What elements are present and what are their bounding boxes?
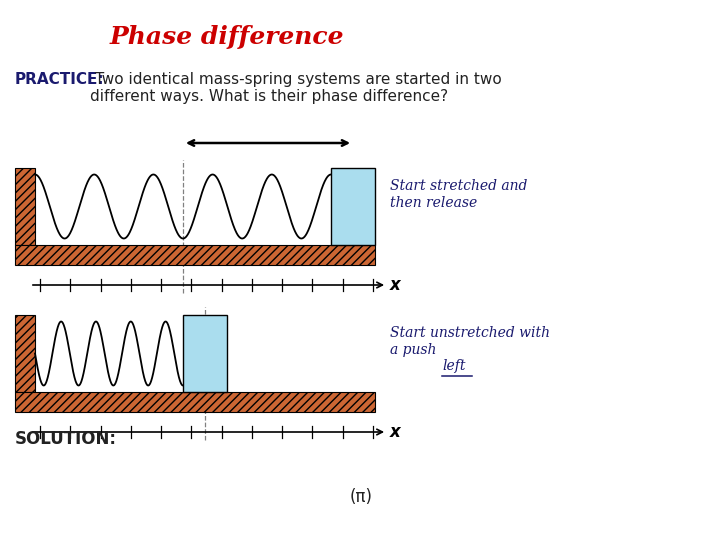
Text: Phase difference: Phase difference [110,25,344,49]
Text: (π): (π) [350,488,373,506]
Text: PRACTICE:: PRACTICE: [15,72,104,87]
Bar [15,168,35,245]
Bar [15,392,375,412]
Bar [15,245,375,265]
Text: x: x [390,423,401,441]
Bar [183,315,227,392]
Text: SOLUTION:: SOLUTION: [15,430,117,448]
Text: Start stretched and
then release: Start stretched and then release [390,179,527,210]
Text: Two identical mass-spring systems are started in two
different ways. What is the: Two identical mass-spring systems are st… [90,72,502,104]
Text: Start unstretched with
a push: Start unstretched with a push [390,326,550,356]
Text: left: left [442,359,466,373]
Bar [15,315,35,392]
Text: x: x [390,276,401,294]
Bar [331,168,375,245]
